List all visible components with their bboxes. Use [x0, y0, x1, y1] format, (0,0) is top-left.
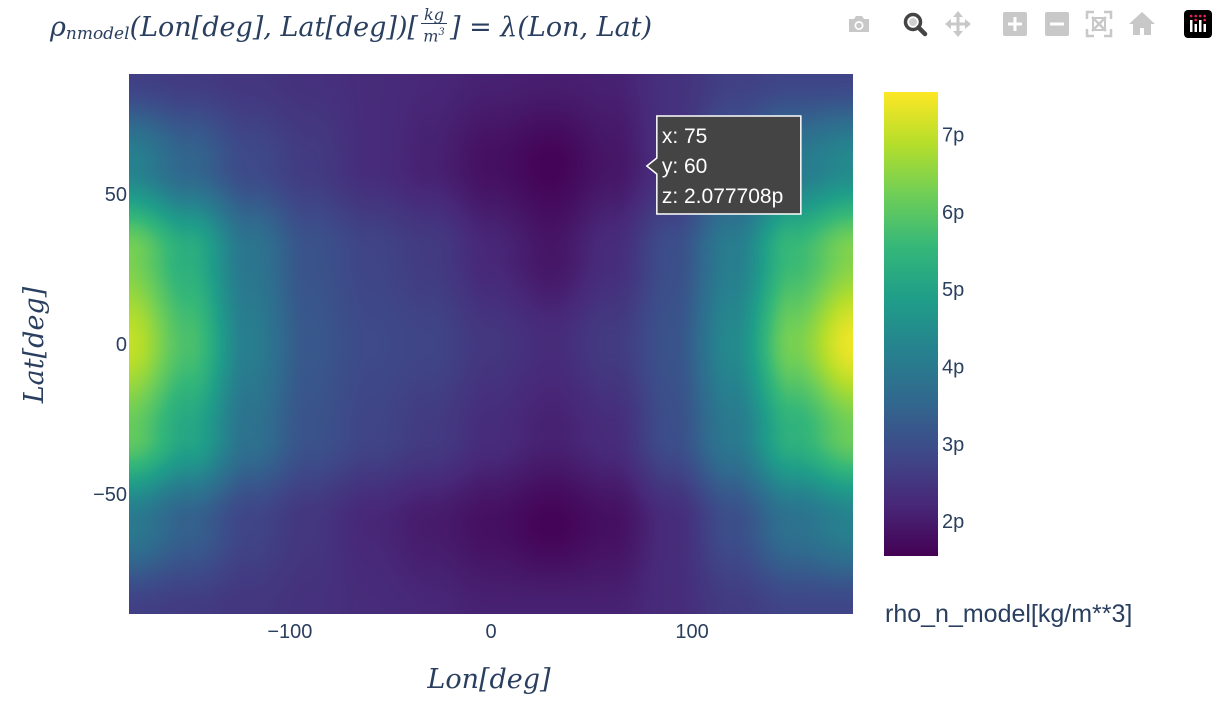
x-axis-ticks: −100 0 100 — [267, 621, 708, 643]
x-tick-label: −100 — [267, 621, 312, 643]
hover-tooltip-box — [645, 115, 802, 215]
y-tick-label: 0 — [116, 334, 127, 356]
hover-z-value: z: 2.077708p — [662, 185, 783, 208]
title-rhs: ] = λ(Lon, Lat) — [449, 11, 653, 43]
colorbar-tick-label: 4p — [942, 357, 964, 379]
autoscale-icon[interactable] — [1082, 8, 1116, 40]
title-rho: ρ — [50, 11, 66, 43]
zoom-icon[interactable] — [898, 8, 932, 40]
y-tick-label: −50 — [93, 484, 127, 506]
y-tick-label: 50 — [105, 184, 127, 206]
colorbar-tick-label: 5p — [942, 279, 964, 301]
title-fraction: kg m3 — [421, 6, 447, 44]
y-axis-ticks: 50 0 −50 — [93, 184, 127, 506]
colorbar — [884, 92, 938, 556]
hover-tooltip: x: 75 y: 60 z: 2.077708p — [645, 115, 802, 215]
zoom-out-icon[interactable] — [1040, 8, 1074, 40]
y-axis-title: Lat[deg] — [19, 286, 50, 404]
reset-axes-icon[interactable] — [1125, 8, 1159, 40]
title-frac-numerator: kg — [421, 6, 447, 24]
zoom-in-icon[interactable] — [998, 8, 1032, 40]
title-frac-denominator: m3 — [423, 24, 445, 44]
colorbar-tick-label: 2p — [942, 511, 964, 533]
x-axis-title: Lon[deg] — [426, 664, 551, 695]
x-tick-label: 0 — [485, 621, 496, 643]
camera-icon[interactable] — [842, 8, 876, 40]
colorbar-tick-label: 3p — [942, 434, 964, 456]
colorbar-ticks: 7p 6p 5p 4p 3p 2p — [942, 125, 964, 534]
colorbar-tick-label: 7p — [942, 125, 964, 147]
chart-title: ρ nmodel (Lon[deg], Lat[deg])[kg m3] = λ(Lo… — [50, 4, 652, 50]
colorbar-title: rho_n_model[kg/m**3] — [885, 600, 1132, 628]
pan-icon[interactable] — [941, 8, 975, 40]
colorbar-tick-label: 6p — [942, 202, 964, 224]
hover-y-value: y: 60 — [662, 155, 708, 178]
x-tick-label: 100 — [675, 621, 708, 643]
hover-x-value: x: 75 — [662, 125, 708, 148]
title-subscript: nmodel — [65, 24, 130, 44]
title-args: (Lon[deg], Lat[deg])[ — [129, 11, 419, 43]
title-frac-den-exp: 3 — [438, 26, 445, 38]
plotly-logo-icon[interactable] — [1181, 8, 1215, 40]
title-frac-den-base: m — [423, 26, 439, 46]
